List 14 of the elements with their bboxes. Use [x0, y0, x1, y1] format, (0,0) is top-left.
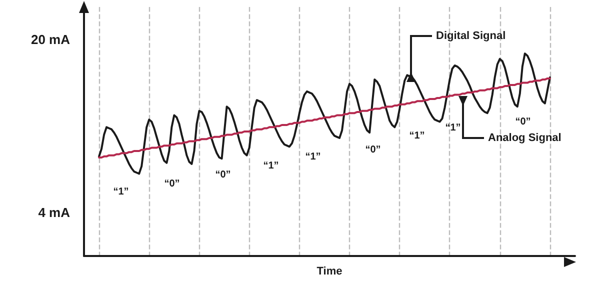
x-axis-title: Time [316, 266, 342, 278]
annotation: “0” [515, 116, 531, 128]
annotation: Analog Signal [488, 132, 562, 144]
annotation: “1” [113, 186, 129, 198]
annotation: “1” [445, 122, 461, 134]
y-tick-label: 4 mA [38, 205, 71, 220]
y-tick-label: 20 mA [30, 32, 71, 47]
annotation: “0” [365, 144, 381, 156]
annotation: “1” [409, 130, 425, 142]
annotation: Digital Signal [436, 30, 506, 42]
annotation: “0” [164, 178, 180, 190]
annotation: “1” [263, 160, 279, 172]
annotation: “1” [305, 152, 321, 162]
annotation: “0” [215, 170, 231, 180]
